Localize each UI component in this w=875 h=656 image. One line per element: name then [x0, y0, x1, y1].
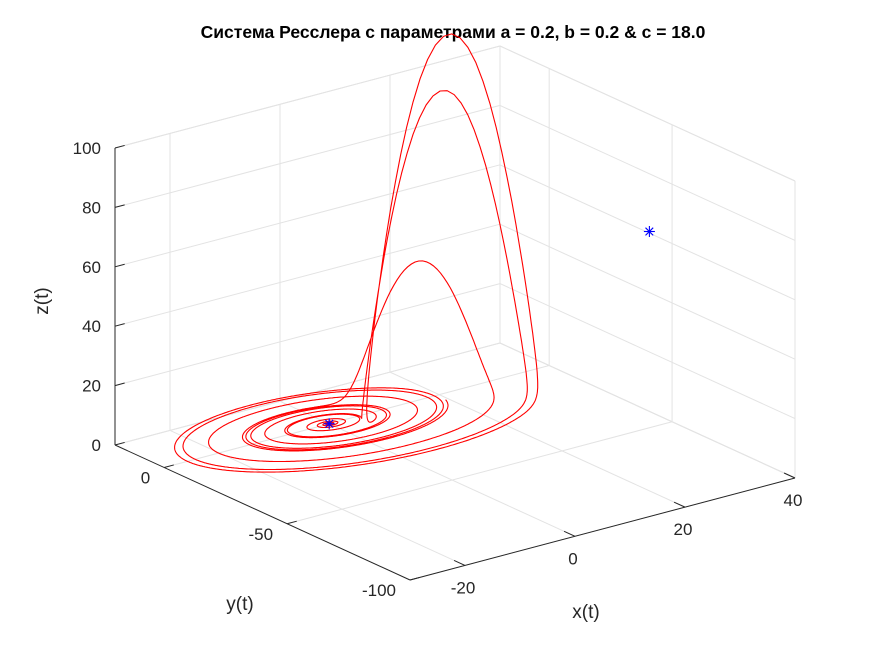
- x-tick-mark: [453, 559, 466, 566]
- box-edge: [499, 45, 796, 182]
- y-tick-label: -50: [249, 525, 274, 544]
- x-tick-label: 20: [674, 520, 693, 539]
- axes-layer: [114, 144, 796, 581]
- grid-line-back-z: [114, 283, 501, 387]
- fixed-point-marker: [643, 226, 655, 237]
- tick-labels: -20 0 20 40 -100 -50 0 0 20 40 60 80 100: [73, 139, 803, 600]
- marker-stroke: [645, 227, 654, 236]
- z-tick-mark: [114, 382, 125, 387]
- y-tick-mark: [286, 520, 297, 525]
- fixed-point-marker: [323, 418, 335, 430]
- x-axis-label: x(t): [572, 602, 599, 623]
- x-tick-mark: [783, 472, 796, 479]
- x-tick-label: -20: [451, 578, 476, 597]
- z-tick-mark: [114, 441, 125, 446]
- box-edge: [499, 342, 796, 479]
- grid-line-back-z: [114, 164, 501, 268]
- z-tick-mark: [114, 204, 125, 208]
- z-tick-label: 20: [82, 377, 101, 396]
- z-tick-label: 0: [92, 436, 101, 455]
- trajectory-line: [174, 33, 539, 473]
- grid-line-back-z: [114, 104, 501, 208]
- x-axis-line: [409, 477, 796, 581]
- x-tick-label: 0: [568, 549, 577, 568]
- grid-line-side-z: [499, 283, 796, 420]
- grid-line-back-z: [114, 223, 501, 327]
- x-tick-mark: [563, 530, 576, 537]
- y-axis-label: y(t): [226, 594, 253, 615]
- fixed-point-markers: [323, 226, 655, 430]
- marker-stroke: [325, 419, 334, 428]
- z-tick-label: 100: [73, 139, 101, 158]
- z-tick-mark: [114, 144, 125, 149]
- box-edge: [114, 45, 501, 149]
- z-tick-label: 80: [82, 198, 101, 217]
- z-tick-label: 40: [82, 317, 101, 336]
- y-axis-line: [114, 444, 411, 581]
- grid-layer: [114, 45, 796, 581]
- z-axis-label: z(t): [32, 287, 53, 314]
- grid-line-side-z: [499, 164, 796, 301]
- x-tick-mark: [673, 501, 686, 508]
- y-tick-mark: [409, 576, 420, 581]
- x-tick-label: 40: [784, 491, 803, 510]
- y-tick-mark: [164, 464, 174, 468]
- grid-line-side-z: [499, 223, 796, 360]
- grid-line-side-z: [499, 104, 796, 241]
- grid-line-floor-y: [286, 421, 673, 525]
- z-tick-mark: [114, 323, 125, 327]
- z-tick-label: 60: [82, 258, 101, 277]
- y-tick-label: 0: [141, 469, 150, 488]
- z-tick-mark: [114, 263, 125, 268]
- chart-title: Система Ресслера с параметрами a = 0.2, …: [201, 22, 706, 42]
- y-tick-label: -100: [362, 581, 396, 600]
